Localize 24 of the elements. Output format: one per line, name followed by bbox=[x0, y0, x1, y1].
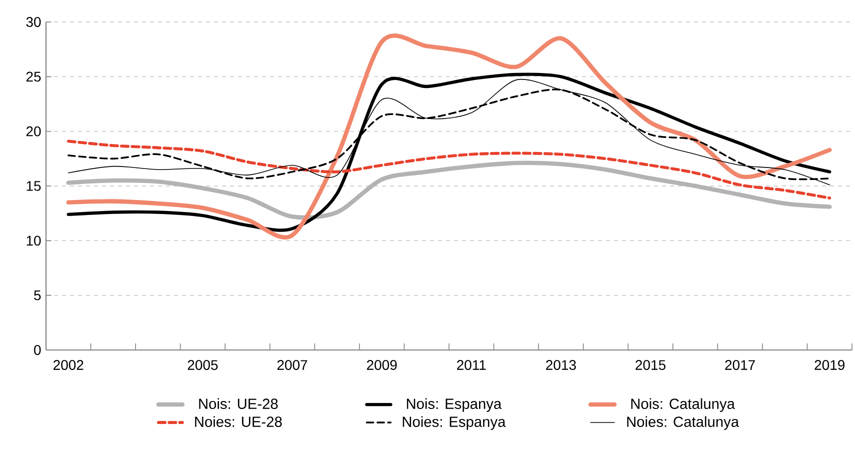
legend-label: Noies: Catalunya bbox=[627, 416, 740, 430]
x-tick-label: 2009 bbox=[366, 360, 397, 370]
y-tick-label: 10 bbox=[26, 236, 41, 246]
x-tick-label: 2019 bbox=[814, 360, 845, 370]
legend-label: Noies: Espanya bbox=[402, 416, 506, 430]
y-tick-label: 30 bbox=[26, 17, 41, 27]
y-tick-label: 5 bbox=[34, 290, 41, 300]
x-tick-label: 2002 bbox=[54, 360, 84, 370]
x-tick-label: 2011 bbox=[457, 360, 486, 370]
x-tick-label: 2007 bbox=[277, 360, 308, 370]
legend-label: Noies: UE-28 bbox=[195, 416, 282, 427]
y-tick-label: 20 bbox=[26, 126, 41, 136]
legend-label: Nois: Espanya bbox=[406, 398, 502, 412]
x-tick-label: 2005 bbox=[188, 360, 218, 370]
x-tick-label: 2017 bbox=[725, 360, 755, 370]
legend-label: Nois: Catalunya bbox=[631, 398, 735, 412]
line-series bbox=[66, 140, 832, 200]
line-series bbox=[66, 160, 832, 220]
y-tick-label: 0 bbox=[34, 345, 41, 355]
x-tick-label: 2013 bbox=[546, 360, 576, 370]
x-tick-label: 2015 bbox=[636, 360, 666, 370]
y-tick-label: 25 bbox=[26, 72, 41, 82]
y-tick-label: 15 bbox=[26, 181, 41, 191]
legend-label: Nois: UE-28 bbox=[199, 398, 278, 410]
